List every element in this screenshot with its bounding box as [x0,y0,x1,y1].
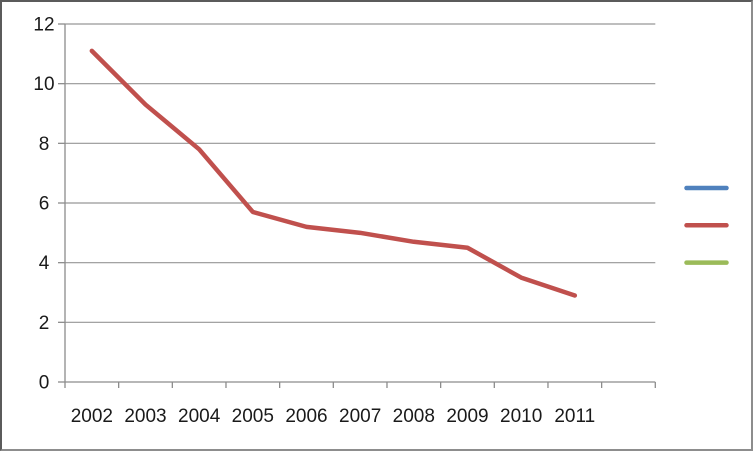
y-tick-label: 2 [39,313,50,334]
x-tick-label: 2006 [285,406,327,427]
y-tick-label: 10 [33,74,54,95]
x-tick-label: 2004 [178,406,221,427]
y-tick-label: 6 [39,194,50,215]
series-line-series-red [89,48,578,298]
y-tick-label: 4 [39,253,50,274]
x-tick-label: 2008 [393,406,435,427]
x-tick-label: 2003 [124,406,166,427]
x-tick-label: 2011 [554,406,595,427]
x-tick-label: 2005 [232,406,274,427]
x-tick-label: 2002 [71,406,113,427]
x-tick-label: 2007 [339,406,381,427]
x-tick-label: 2010 [500,406,542,427]
y-tick-label: 8 [39,134,50,155]
x-tick-label: 2009 [446,406,488,427]
y-tick-label: 12 [33,15,54,36]
y-tick-label: 0 [39,373,50,394]
